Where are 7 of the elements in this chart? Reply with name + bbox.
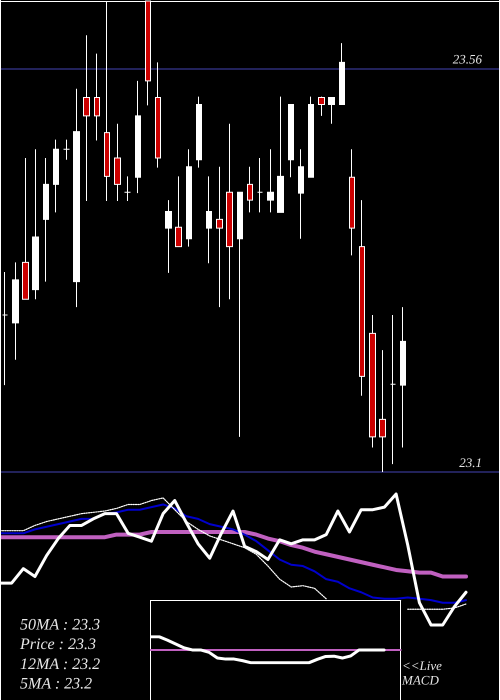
annotation: 50MA : 23.3: [20, 616, 100, 634]
text: <<Live MACD: [401, 658, 446, 688]
text: 12MA : 23.2: [20, 656, 100, 673]
text: 5MA : 23.2: [20, 676, 92, 693]
y-tick-label: 23.56: [452, 52, 482, 67]
text: Price : 23.3: [19, 636, 96, 654]
y-tick-label: 23.1: [459, 455, 482, 470]
